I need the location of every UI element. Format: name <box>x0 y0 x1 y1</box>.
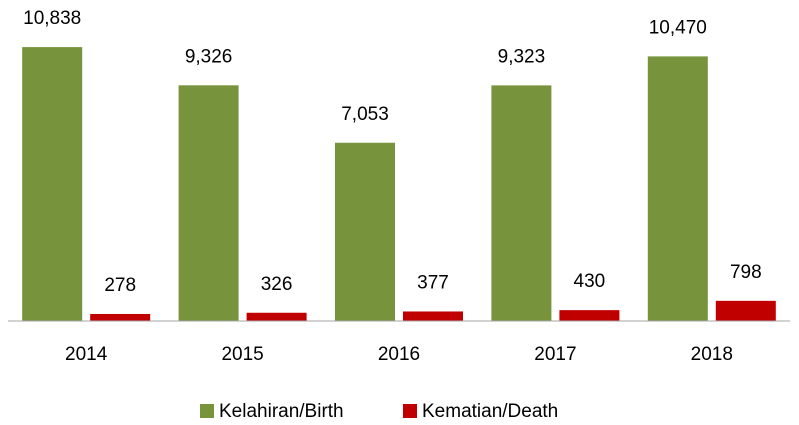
bar <box>178 85 239 321</box>
data-label: 326 <box>261 274 293 295</box>
bar <box>559 310 620 321</box>
x-tick-label: 2015 <box>221 344 263 365</box>
bar <box>715 300 776 321</box>
data-label: 10,470 <box>649 17 707 38</box>
data-label: 7,053 <box>341 104 389 125</box>
data-label: 10,838 <box>23 8 81 29</box>
x-tick-label: 2018 <box>691 344 733 365</box>
bar <box>647 56 708 322</box>
bar <box>90 313 151 321</box>
legend-label: Kematian/Death <box>422 401 558 422</box>
data-label: 430 <box>574 271 606 292</box>
data-label: 9,326 <box>185 46 233 67</box>
bar <box>246 312 307 321</box>
bar <box>403 311 463 321</box>
bar <box>22 47 83 322</box>
data-label: 9,323 <box>498 46 546 67</box>
data-label: 798 <box>730 262 762 283</box>
x-tick-label: 2014 <box>65 344 108 365</box>
legend-swatch <box>403 404 417 418</box>
x-tick-label: 2017 <box>534 344 576 365</box>
legend-swatch <box>200 404 214 418</box>
bar <box>491 85 552 322</box>
data-label: 278 <box>104 275 136 296</box>
data-label: 377 <box>417 272 449 293</box>
bar <box>335 142 395 321</box>
x-tick-label: 2016 <box>378 344 420 365</box>
legend-label: Kelahiran/Birth <box>219 401 344 422</box>
